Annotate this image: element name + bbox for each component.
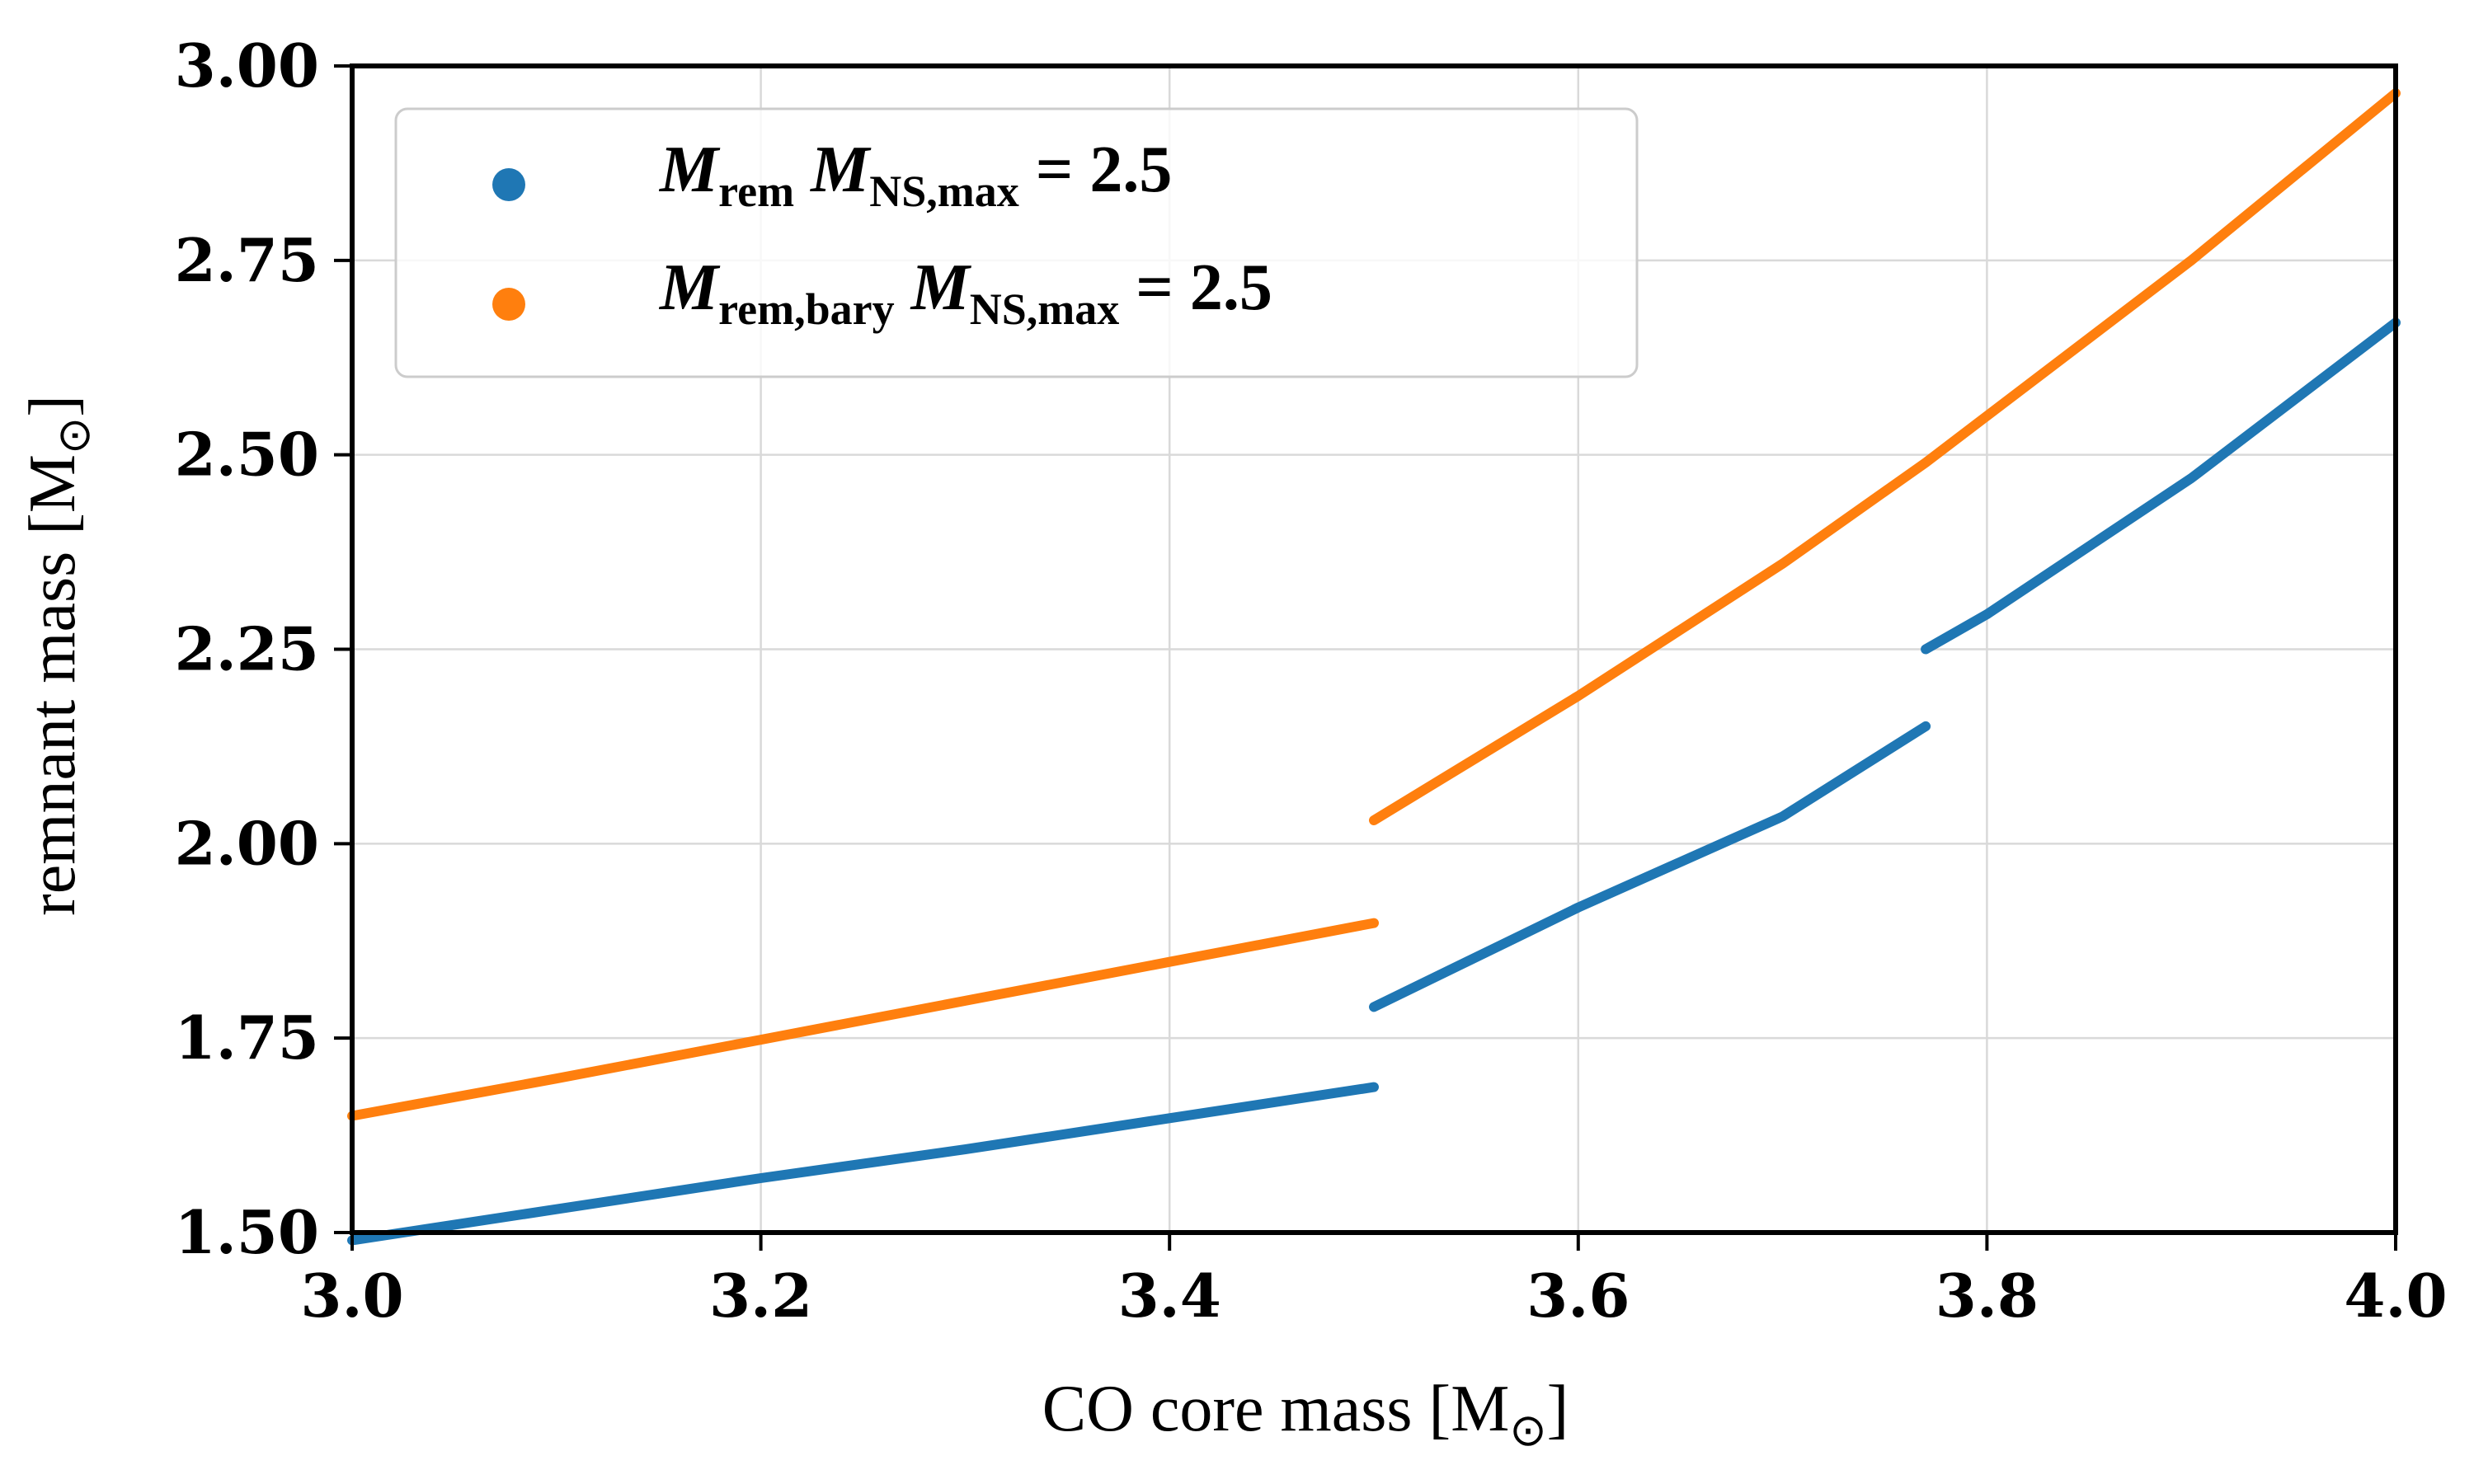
legend-marker-mrem-bary: [492, 288, 525, 321]
y-tick-label: 2.00: [175, 808, 319, 878]
series-line-segment: [347, 1082, 1379, 1246]
series-layer: [347, 88, 2401, 1246]
legend-marker-mrem: [492, 168, 525, 201]
legend-label-mrem-bary: Mrem,bary MNS,max = 2.5: [658, 251, 1272, 334]
x-tick-label: 3.8: [1935, 1261, 2039, 1331]
y-tick-label: 1.50: [175, 1197, 319, 1267]
axis-ticks: 3.0 3.2 3.4 3.6 3.8 4.0 1.50 1.75 2.00 2.25 2.50 2.…: [175, 31, 2448, 1331]
y-tick-label: 1.75: [175, 1003, 319, 1073]
y-tick-label: 2.25: [175, 614, 319, 684]
y-axis-label: remnant mass [M⊙]: [16, 395, 99, 916]
x-axis-label: CO core mass [M⊙]: [1042, 1373, 1569, 1455]
series-line-segment: [347, 918, 1379, 1121]
legend: Mrem MNS,max = 2.5 Mrem,bary MNS,max = 2…: [394, 107, 1639, 378]
series-line-segment: [1369, 721, 1931, 1012]
series-line-segment: [1369, 88, 2401, 825]
y-tick-label: 3.00: [175, 31, 319, 101]
x-tick-label: 4.0: [2344, 1261, 2447, 1331]
series-line-segment: [1921, 317, 2401, 655]
legend-box: [394, 107, 1639, 378]
x-tick-label: 3.4: [1118, 1261, 1221, 1331]
y-tick-label: 2.75: [175, 225, 319, 295]
x-tick-label: 3.0: [300, 1261, 403, 1331]
y-tick-label: 2.50: [175, 420, 319, 490]
legend-label-mrem: Mrem MNS,max = 2.5: [658, 134, 1172, 216]
x-tick-label: 3.6: [1526, 1261, 1630, 1331]
x-tick-label: 3.2: [709, 1261, 812, 1331]
